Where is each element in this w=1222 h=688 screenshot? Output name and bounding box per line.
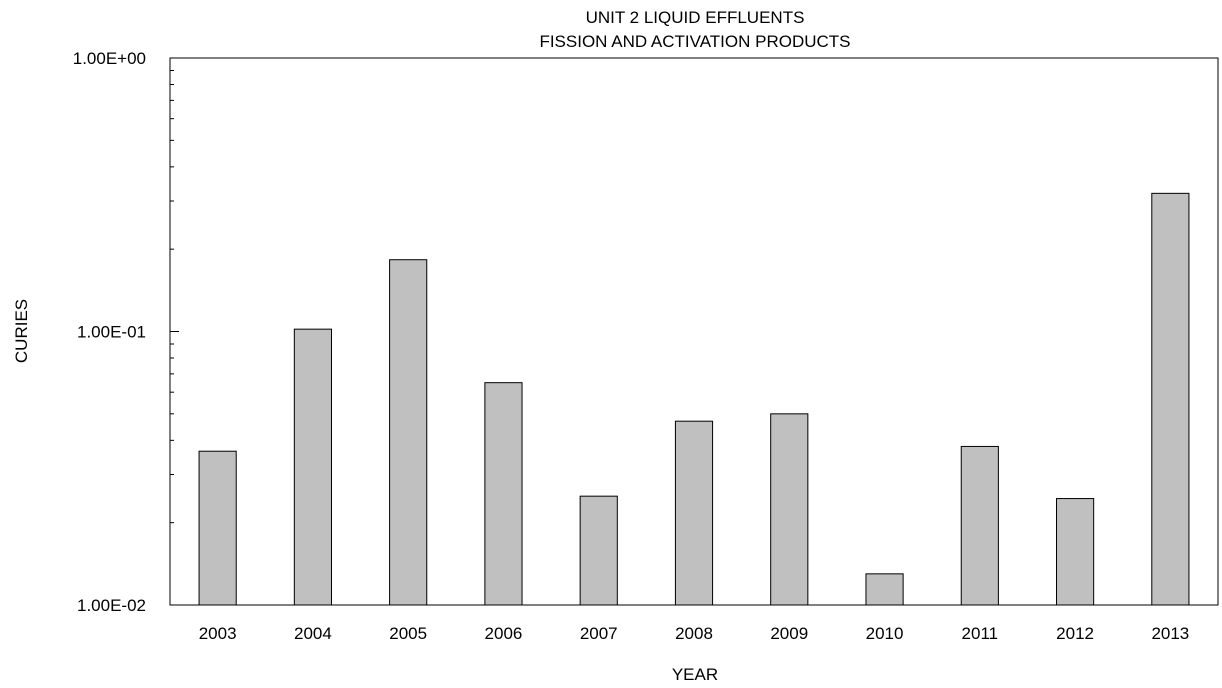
x-tick-label-2008: 2008 <box>675 624 713 643</box>
y-ticks-group: 1.00E-02 1.00E-01 1.00E+00 <box>73 49 179 615</box>
x-tick-label-2010: 2010 <box>866 624 904 643</box>
bar-2006 <box>484 382 523 606</box>
x-tick-label-2005: 2005 <box>389 624 427 643</box>
y-tick-label: 1.00E-02 <box>77 596 146 615</box>
x-tick-label-2003: 2003 <box>199 624 237 643</box>
x-tick-label-2011: 2011 <box>962 624 999 643</box>
bar-2010 <box>865 573 904 606</box>
chart-title-line-1: UNIT 2 LIQUID EFFLUENTS <box>586 8 805 27</box>
bar-2012 <box>1056 498 1095 606</box>
x-tick-label-2006: 2006 <box>485 624 523 643</box>
bar-2008 <box>674 420 714 606</box>
x-tick-label-2007: 2007 <box>580 624 618 643</box>
x-tick-label-2009: 2009 <box>770 624 808 643</box>
x-tick-labels-group: 2003 2004 2005 2006 2007 2008 2009 2010 2011 2012… <box>199 624 1190 643</box>
bar-2011 <box>960 445 999 606</box>
bar-2013 <box>1151 192 1190 606</box>
y-tick-label: 1.00E+00 <box>73 49 146 68</box>
chart-title-line-2: FISSION AND ACTIVATION PRODUCTS <box>539 32 850 51</box>
y-axis-label: CURIES <box>12 299 31 363</box>
bar-2004 <box>293 328 332 606</box>
x-axis-label: YEAR <box>672 665 718 684</box>
x-tick-label-2012: 2012 <box>1056 624 1094 643</box>
bar-2005 <box>389 259 428 606</box>
bar-2003 <box>198 450 237 606</box>
bar-2007 <box>579 495 618 606</box>
plot-frame <box>169 57 1219 606</box>
x-tick-label-2004: 2004 <box>294 624 332 643</box>
bar-2009 <box>770 413 809 606</box>
bars-group <box>198 192 1190 606</box>
y-tick-label: 1.00E-01 <box>77 323 146 342</box>
x-tick-label-2013: 2013 <box>1151 624 1189 643</box>
